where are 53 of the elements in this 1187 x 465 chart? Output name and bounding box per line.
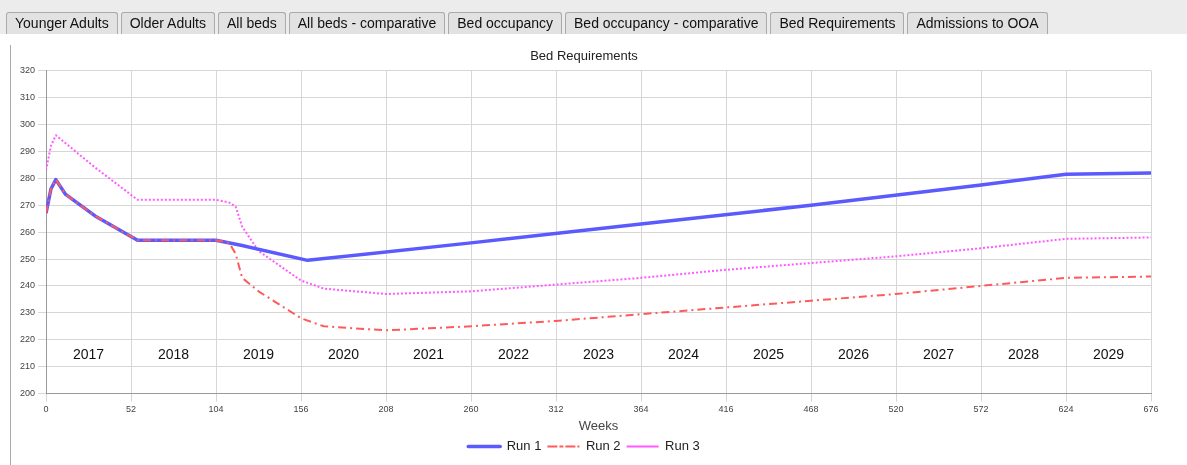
x2-tick-label: 2020 <box>327 346 360 363</box>
x-tick-label: 52 <box>126 404 137 415</box>
y-tick-label: 210 <box>19 361 36 372</box>
x-tick-label: 312 <box>548 404 564 415</box>
x-axis-title: Weeks <box>578 417 619 433</box>
legend-label: Run 1 <box>506 438 542 454</box>
x-tick-label: 104 <box>208 404 224 415</box>
y-tick-label: 280 <box>19 172 36 183</box>
x-tick-label: 676 <box>1143 404 1159 415</box>
x-tick-label: 260 <box>463 404 479 415</box>
text: All beds - comparative <box>288 12 446 34</box>
text: Younger Adults <box>6 12 118 34</box>
x-tick-label: 572 <box>973 404 989 415</box>
x2-tick-label: 2022 <box>497 346 530 363</box>
x-tick-label: 520 <box>888 404 904 415</box>
x-tick-label: 208 <box>378 404 394 415</box>
x-tick-label: 364 <box>633 404 649 415</box>
x2-tick-label: 2029 <box>1092 346 1125 363</box>
text: All beds <box>217 12 286 34</box>
y-tick-label: 320 <box>19 65 36 76</box>
x2-tick-label: 2025 <box>752 346 785 363</box>
x-tick-label: 156 <box>293 404 309 415</box>
text: Bed occupancy <box>448 12 563 34</box>
text: Bed occupancy - comparative <box>565 12 768 34</box>
text: Admissions to OOA <box>907 12 1048 34</box>
x2-tick-label: 2026 <box>837 346 870 363</box>
x-tick-label: 468 <box>803 404 819 415</box>
y-tick-label: 310 <box>19 92 36 102</box>
x2-tick-label: 2017 <box>72 346 105 363</box>
x2-tick-label: 2028 <box>1007 346 1040 363</box>
legend-label: Run 2 <box>585 438 621 454</box>
x-tick-label: 624 <box>1058 404 1074 415</box>
text: Bed Requirements <box>770 12 905 34</box>
y-tick-label: 220 <box>19 334 36 345</box>
legend-label: Run 3 <box>665 438 700 454</box>
y-tick-label: 290 <box>19 145 36 156</box>
y-tick-label: 250 <box>19 253 36 264</box>
x2-tick-label: 2019 <box>242 346 275 363</box>
y-tick-label: 300 <box>19 118 36 129</box>
text: Older Adults <box>120 12 215 34</box>
x-tick-label: 0 <box>43 404 49 415</box>
y-tick-label: 230 <box>19 307 36 318</box>
y-tick-label: 200 <box>19 388 36 399</box>
x2-tick-label: 2027 <box>922 346 955 363</box>
x2-tick-label: 2024 <box>667 346 700 363</box>
x2-tick-label: 2023 <box>582 346 615 363</box>
y-tick-label: 260 <box>19 226 36 237</box>
x2-tick-label: 2021 <box>412 346 445 363</box>
x-tick-label: 416 <box>718 404 734 415</box>
x2-tick-label: 2018 <box>157 346 190 363</box>
chart-title: Bed Requirements <box>530 48 639 64</box>
y-tick-label: 270 <box>19 199 36 210</box>
y-tick-label: 240 <box>19 280 36 291</box>
